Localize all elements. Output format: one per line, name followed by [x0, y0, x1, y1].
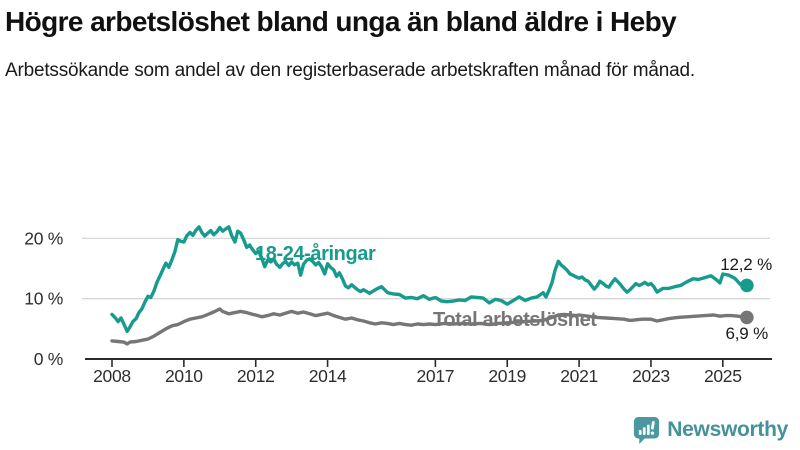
x-tick-label-2019: 2019 — [488, 366, 526, 386]
x-tick-label-2021: 2021 — [560, 366, 598, 386]
series-line-18-24 — [110, 225, 749, 334]
newsworthy-logo: Newsworthy — [633, 416, 788, 444]
series-line-total — [110, 307, 749, 346]
end-value-label-18-24: 12,2 % — [720, 255, 772, 274]
page-subtitle: Arbetssökande som andel av den registerb… — [5, 59, 695, 81]
logo-exclamation-stem — [651, 421, 656, 430]
logo-bar-2 — [643, 427, 646, 435]
logo-bar-1 — [639, 430, 642, 435]
header: Högre arbetslöshet bland unga än bland ä… — [0, 0, 800, 85]
x-tick-label-2008: 2008 — [93, 366, 131, 386]
series-label-18-24: 18-24-åringar — [255, 243, 376, 265]
x-tick-label-2017: 2017 — [417, 366, 455, 386]
x-tick-label-2025: 2025 — [704, 366, 742, 386]
series-end-dot-18-24 — [740, 278, 754, 293]
chart-canvas: 2008 2010 2012 2014 2017 2019 2021 2023 2025 0 % 1… — [24, 225, 772, 386]
newsworthy-logo-icon — [634, 416, 660, 444]
logo-bubble-shape — [634, 416, 660, 444]
end-value-label-total: 6,9 % — [725, 324, 769, 343]
series-label-total: Total arbetslöshet — [433, 309, 597, 331]
x-tick-label-2012: 2012 — [237, 366, 275, 386]
series-end-dot-total — [740, 310, 754, 325]
logo-bar-3 — [647, 424, 650, 435]
x-tick-label-2023: 2023 — [632, 366, 670, 386]
y-tick-label-20: 20 % — [24, 228, 63, 248]
logo-exclamation-dot — [651, 431, 655, 435]
x-tick-label-2014: 2014 — [309, 366, 347, 386]
line-chart: 2008 2010 2012 2014 2017 2019 2021 2023 2025 0 % 1… — [0, 200, 800, 415]
newsworthy-brand-text: Newsworthy — [667, 418, 788, 441]
y-tick-label-0: 0 % — [34, 349, 63, 369]
x-tick-label-2010: 2010 — [165, 366, 203, 386]
page-title: Högre arbetslöshet bland unga än bland ä… — [5, 6, 677, 37]
y-tick-label-10: 10 % — [24, 289, 63, 309]
